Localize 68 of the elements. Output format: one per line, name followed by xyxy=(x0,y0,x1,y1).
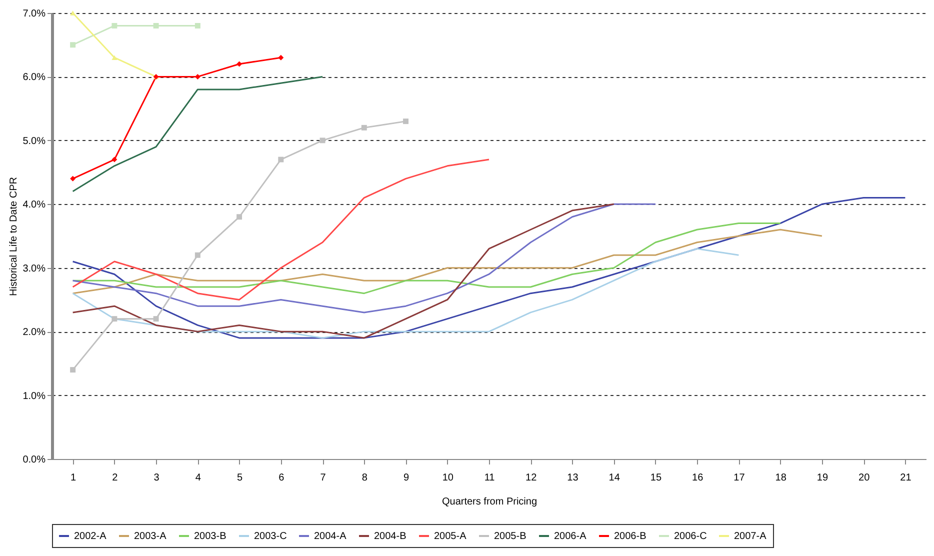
x-tick-label: 8 xyxy=(362,472,368,484)
point xyxy=(70,367,76,373)
legend-label: 2003-A xyxy=(134,531,167,542)
x-tick-label: 5 xyxy=(237,472,244,484)
point xyxy=(361,124,367,130)
y-tick-label: 1.0% xyxy=(22,390,46,402)
legend-label: 2006-A xyxy=(554,531,587,542)
x-tick-label: 15 xyxy=(650,472,662,484)
point xyxy=(70,176,76,182)
legend-label: 2007-A xyxy=(734,531,767,542)
legend-label: 2005-B xyxy=(494,531,527,542)
point xyxy=(112,316,118,322)
x-tick-label: 12 xyxy=(526,472,538,484)
legend-label: 2004-B xyxy=(374,531,407,542)
point xyxy=(70,10,76,16)
x-tick-label: 9 xyxy=(403,472,410,484)
x-tick-label: 11 xyxy=(484,472,496,484)
x-axis-title: Quarters from Pricing xyxy=(442,496,538,508)
legend-label: 2005-A xyxy=(434,531,467,542)
line-series xyxy=(72,248,740,339)
x-tick-label: 7 xyxy=(320,472,326,484)
line-series xyxy=(72,158,490,300)
y-tick-label: 6.0% xyxy=(22,72,46,84)
point xyxy=(194,23,200,28)
point xyxy=(112,23,118,28)
legend-label: 2006-C xyxy=(674,531,707,542)
point xyxy=(236,214,242,220)
x-tick-label: 4 xyxy=(195,472,202,484)
point xyxy=(153,23,159,28)
x-tick-label: 19 xyxy=(816,472,828,484)
legend-label: 2003-B xyxy=(194,531,227,542)
point xyxy=(320,138,326,144)
point xyxy=(112,156,118,162)
legend-label: 2004-A xyxy=(314,531,347,542)
y-tick-label: 4.0% xyxy=(22,200,46,211)
x-tick-label: 1 xyxy=(70,472,77,484)
x-tick-label: 13 xyxy=(567,472,579,484)
y-tick-label: 7.0% xyxy=(22,8,46,20)
legend-label: 2006-B xyxy=(614,531,647,542)
legend-label: 2002-A xyxy=(74,531,107,542)
legend-label: 2003-C xyxy=(254,531,287,542)
x-tick-label: 18 xyxy=(775,472,787,484)
line-series xyxy=(72,76,324,192)
x-tick-label: 2 xyxy=(112,472,118,484)
point xyxy=(112,55,118,60)
point xyxy=(278,54,284,60)
x-tick-label: 17 xyxy=(734,472,746,484)
point xyxy=(278,156,284,162)
x-tick-label: 21 xyxy=(900,472,912,484)
line-series xyxy=(72,197,906,339)
x-tick-label: 20 xyxy=(858,472,870,484)
point xyxy=(236,61,242,67)
y-tick-label: 3.0% xyxy=(22,263,46,274)
point xyxy=(403,118,408,124)
x-tick-label: 16 xyxy=(692,472,704,484)
line-series xyxy=(72,203,656,314)
point xyxy=(153,316,159,322)
x-tick-label: 6 xyxy=(278,472,285,484)
y-tick-label: 2.0% xyxy=(22,327,46,338)
y-tick-label: 5.0% xyxy=(22,136,46,147)
x-tick-label: 3 xyxy=(154,472,160,484)
x-tick-label: 14 xyxy=(608,472,620,484)
y-axis-title: Historical Life to Date CPR xyxy=(8,177,20,296)
line-series xyxy=(72,203,615,339)
y-tick-label: 0.0% xyxy=(22,454,46,466)
x-tick-label: 10 xyxy=(442,472,454,484)
point xyxy=(70,42,76,48)
point xyxy=(194,252,200,258)
